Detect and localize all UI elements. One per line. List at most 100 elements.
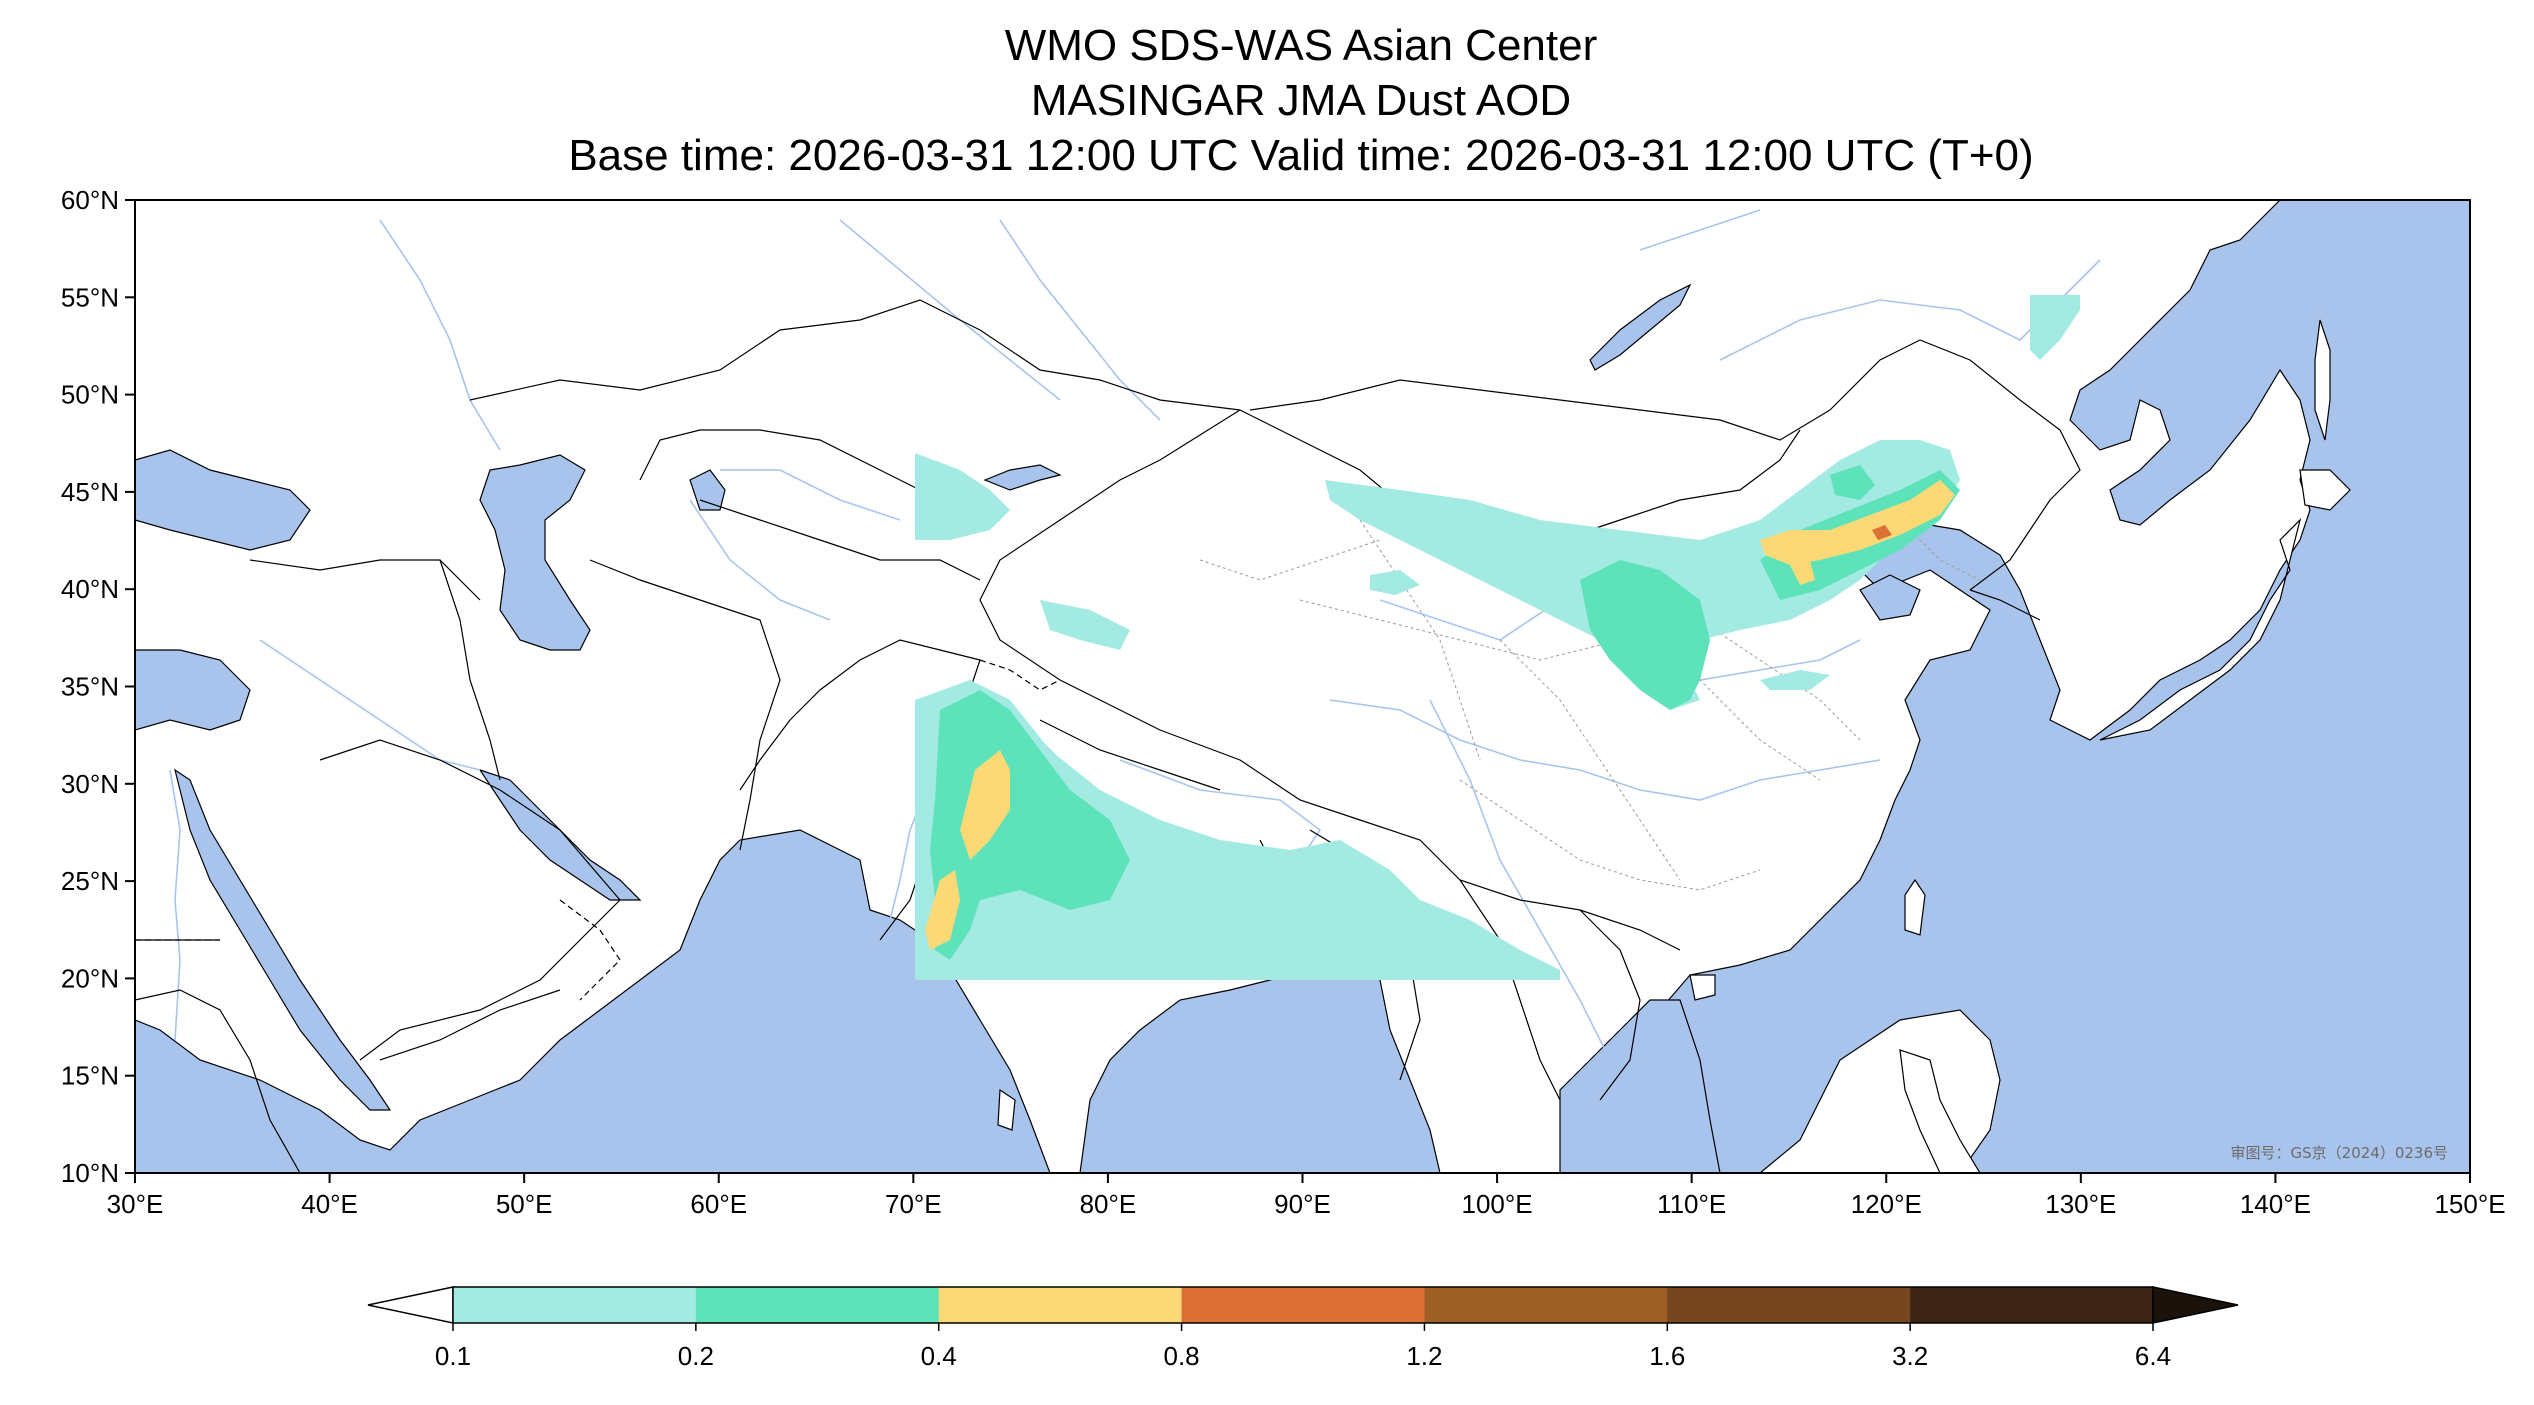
river-nile	[169, 769, 181, 1041]
colorbar-segment	[1667, 1287, 1911, 1323]
aod-region-sindh	[925, 870, 960, 950]
lat-tick-label: 15°N	[61, 1061, 119, 1091]
aod-region-thar	[960, 750, 1010, 860]
province-line-8	[1199, 539, 1381, 581]
aod-region-peak	[1872, 525, 1892, 540]
lat-tick-label: 35°N	[61, 672, 119, 702]
mediterranean-sea	[135, 649, 251, 731]
map-watermark: 审图号：GS京（2024）0236号	[2231, 1144, 2449, 1162]
province-line-2	[1359, 519, 1481, 761]
persian-gulf	[478, 768, 642, 901]
map-area: 审图号：GS京（2024）0236号	[135, 200, 2470, 1173]
colorbar-segment	[695, 1287, 940, 1323]
lon-tick-label: 30°E	[107, 1189, 164, 1219]
province-line-3	[1499, 639, 1681, 881]
lake-baikal	[1589, 283, 1692, 371]
aod-region-kazakh	[915, 453, 1010, 540]
lon-tick-label: 40°E	[301, 1189, 358, 1219]
river-yangtze	[1329, 699, 1881, 801]
island-honshu	[2099, 518, 2302, 741]
colorbar-segment	[1910, 1287, 2154, 1323]
title-line-1: WMO SDS-WAS Asian Center	[1005, 21, 1598, 70]
border-arabia-yemen	[379, 989, 561, 1061]
border-turkey	[249, 559, 481, 601]
island-hokkaido	[2299, 469, 2351, 511]
colorbar-level-label: 0.2	[678, 1341, 714, 1371]
colorbar: 0.1 0.2 0.4 0.8 1.2 1.6 3.2 6.4	[367, 1286, 2239, 1371]
province-line-7	[1459, 779, 1761, 891]
island-sakhalin	[2314, 319, 2331, 441]
border-china-west	[979, 409, 1241, 701]
colorbar-level-label: 6.4	[2135, 1341, 2171, 1371]
colorbar-level-label: 3.2	[1892, 1341, 1928, 1371]
lon-tick-label: 50°E	[496, 1189, 553, 1219]
aod-region-tarim	[1040, 600, 1130, 650]
bohai-sea	[1859, 574, 1921, 621]
aod-region-shanxi	[1790, 560, 1815, 585]
island-sri-lanka	[997, 1088, 1016, 1131]
island-taiwan	[1904, 878, 1926, 936]
colorbar-under-extension	[367, 1286, 454, 1324]
colorbar-level-label: 1.2	[1406, 1341, 1442, 1371]
border-china-northeast	[1829, 339, 2081, 591]
border-korea	[1969, 589, 2041, 621]
lat-tick-label: 45°N	[61, 477, 119, 507]
dust-aod-contours	[915, 295, 2080, 980]
colorbar-segment	[453, 1287, 697, 1323]
colorbar-outline	[452, 1286, 2154, 1324]
red-sea	[174, 768, 392, 1111]
dashed-border-kashmir	[979, 659, 1061, 691]
lat-tick-label: 50°N	[61, 380, 119, 410]
aod-region-manchuria	[2030, 295, 2080, 360]
border-mongolia-russia	[1249, 379, 1831, 441]
lat-tick-label: 55°N	[61, 282, 119, 312]
province-line-6	[1859, 479, 1981, 581]
aod-level-0.8-1.2	[1872, 525, 1892, 540]
border-africa	[135, 989, 301, 1173]
lon-tick-label: 130°E	[2045, 1189, 2116, 1219]
island-luzon	[1899, 1049, 1981, 1173]
river-tigris-euphrates	[259, 639, 481, 771]
colorbar-level-label: 1.6	[1649, 1341, 1685, 1371]
lon-tick-label: 140°E	[2240, 1189, 2311, 1219]
border-afghanistan-pakistan	[739, 639, 981, 791]
river-lena	[1639, 209, 1761, 251]
title-line-2: MASINGAR JMA Dust AOD	[1031, 76, 1571, 125]
lon-tick-label: 110°E	[1657, 1189, 1726, 1219]
lon-tick-label: 70°E	[885, 1189, 942, 1219]
aod-region-beijing-belt	[1760, 480, 1955, 565]
border-china-south	[1099, 699, 1681, 951]
island-hainan	[1689, 974, 1716, 1001]
lat-tick-label: 40°N	[61, 574, 119, 604]
aod-region-loess	[1760, 670, 1830, 690]
caspian-sea	[479, 454, 591, 651]
colorbar-over-extension	[2152, 1286, 2239, 1324]
river-brahmaputra	[1119, 759, 1322, 861]
lon-tick-label: 120°E	[1851, 1189, 1922, 1219]
river-volga	[379, 219, 501, 451]
black-sea	[135, 449, 311, 551]
river-ob	[999, 219, 1161, 421]
lat-tick-label: 10°N	[61, 1158, 119, 1188]
aod-region-qaidam	[1370, 570, 1420, 595]
lon-tick-label: 100°E	[1462, 1189, 1533, 1219]
aod-region-inner-mongolia	[1830, 465, 1875, 500]
lake-balkhash	[983, 464, 1062, 491]
dashed-borders	[135, 659, 1061, 1001]
lat-tick-label: 20°N	[61, 963, 119, 993]
lon-tick-label: 60°E	[690, 1189, 747, 1219]
dashed-border-arabia	[559, 899, 621, 1001]
lat-tick-label: 30°N	[61, 769, 119, 799]
islands	[997, 319, 2351, 1173]
south-china-sea	[1559, 999, 1721, 1173]
border-central-asia	[699, 499, 981, 581]
axis-ticks: 30°E 40°E 50°E 60°E 70°E 80°E 90°E 100°E 110°E 12…	[61, 185, 2506, 1219]
colorbar-segment	[938, 1287, 1183, 1323]
lat-tick-label: 60°N	[61, 185, 119, 215]
border-russia-kazakhstan	[469, 299, 1241, 411]
colorbar-level-label: 0.1	[435, 1341, 471, 1371]
title-line-3: Base time: 2026-03-31 12:00 UTC Valid ti…	[568, 131, 2033, 180]
colorbar-segment	[1424, 1287, 1668, 1323]
border-vietnam	[1579, 909, 1641, 1101]
